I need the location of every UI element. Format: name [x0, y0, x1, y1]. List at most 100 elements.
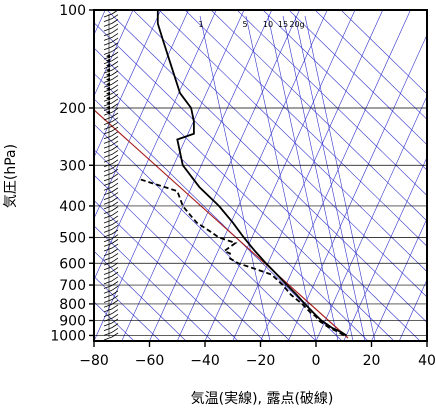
dry-adiabat-line	[94, 47, 395, 341]
dry-adiabat-line	[94, 276, 161, 341]
dry-adiabat-line	[94, 250, 187, 341]
mixing-ratio-label: 5	[242, 20, 247, 29]
dry-adiabat-line	[94, 199, 239, 341]
dry-adiabat-line	[236, 10, 427, 196]
wind-barb	[103, 276, 119, 285]
mixing-ratio-line	[245, 15, 317, 341]
isotherm-line	[121, 10, 273, 341]
x-tick-label: −40	[190, 353, 220, 369]
y-tick-label: 300	[59, 158, 86, 174]
wind-barb	[103, 178, 119, 186]
x-tick-label: −20	[246, 353, 276, 369]
x-tick-label: −60	[135, 353, 165, 369]
wind-barb	[103, 323, 119, 332]
background-lines	[94, 10, 427, 341]
isotherm-line	[232, 10, 384, 341]
wind-barb	[103, 154, 119, 163]
isotherm-line	[398, 279, 427, 341]
wind-barb	[103, 47, 119, 55]
wind-barb	[103, 327, 119, 336]
x-axis: −80 −60 −40 −20 0 20 40	[79, 341, 436, 369]
wind-barb	[103, 131, 119, 140]
wind-barb	[103, 136, 119, 144]
wind-barb	[103, 285, 119, 294]
wind-barb	[103, 225, 119, 233]
wind-barb	[103, 159, 119, 168]
mixing-ratio-line	[282, 15, 354, 341]
wind-barb	[103, 164, 119, 172]
wind-barb	[103, 37, 119, 46]
dry-adiabat-line	[184, 10, 427, 247]
dry-adiabat-line	[94, 174, 265, 341]
wind-barb	[103, 215, 119, 224]
pressure-gridlines	[94, 10, 427, 336]
mixing-ratio-line	[294, 15, 366, 341]
isotherm-line	[94, 10, 162, 159]
wind-barb	[103, 220, 119, 229]
wind-barb	[103, 210, 119, 219]
isotherm-line	[287, 34, 427, 341]
wind-barb	[103, 42, 119, 51]
dry-adiabat-line	[94, 73, 369, 341]
wind-barb	[103, 239, 119, 247]
wind-barb	[103, 28, 119, 37]
isotherm-line	[343, 156, 427, 341]
wind-barb	[103, 299, 119, 308]
y-tick-label: 100	[59, 3, 86, 19]
wind-barb	[103, 295, 119, 303]
wind-barb	[103, 229, 119, 238]
wind-barb	[103, 122, 119, 130]
dry-adiabat-line	[94, 149, 291, 341]
wind-barb	[103, 150, 119, 158]
y-axis-title: 気圧(hPa)	[3, 144, 19, 208]
y-tick-label: 200	[59, 101, 86, 117]
wind-barb	[103, 168, 119, 177]
dry-adiabat-line	[158, 10, 427, 273]
dry-adiabat-line	[210, 10, 427, 222]
y-tick-label: 500	[59, 230, 86, 246]
y-tick-label: 800	[59, 297, 86, 313]
isotherm-line	[371, 217, 427, 341]
x-tick-label: 0	[312, 353, 321, 369]
isotherm-line	[176, 10, 328, 341]
wind-barb	[103, 253, 119, 261]
wind-barb	[103, 187, 119, 196]
mixing-ratio-label: 10	[263, 20, 273, 29]
wind-barb	[103, 33, 119, 41]
dry-adiabat-line	[94, 98, 343, 341]
wind-barb	[103, 262, 119, 271]
wind-barb	[103, 173, 119, 182]
wind-barb	[103, 271, 119, 280]
y-tick-label: 700	[59, 278, 86, 294]
isotherm-line	[204, 10, 356, 341]
dry-adiabat-line	[288, 10, 427, 146]
wind-barb	[103, 309, 119, 317]
wind-barbs	[103, 9, 119, 341]
mixing-ratio-label: 15	[278, 20, 288, 29]
wind-barb	[103, 196, 119, 205]
isotherm-line	[94, 10, 245, 341]
isotherm-line	[94, 10, 217, 281]
dry-adiabat-line	[262, 10, 427, 171]
wind-barb	[103, 182, 119, 191]
wind-barb	[103, 313, 119, 322]
dewpoint-line	[138, 177, 345, 337]
wind-barb	[103, 304, 119, 313]
temperature-line	[156, 10, 347, 337]
wind-barb	[103, 206, 119, 214]
wind-barb	[103, 248, 119, 257]
wind-barb	[103, 257, 119, 266]
wind-barb	[103, 23, 119, 32]
x-tick-label: −80	[79, 353, 109, 369]
series-layer	[138, 10, 347, 337]
wind-barb	[103, 126, 119, 135]
dry-adiabat-line	[106, 10, 427, 323]
y-tick-label: 600	[59, 256, 86, 272]
isotherm-line	[426, 340, 427, 341]
y-tick-label: 1000	[50, 328, 86, 344]
mixing-ratio-labels: 1 5 10 15 20g	[198, 20, 304, 29]
mixing-ratio-line	[267, 15, 339, 341]
wind-barb	[103, 243, 119, 252]
wind-barb	[103, 112, 119, 121]
